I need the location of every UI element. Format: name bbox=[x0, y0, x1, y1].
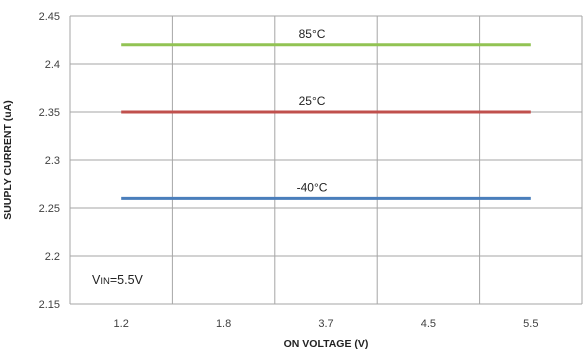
x-tick-label: 4.5 bbox=[421, 318, 436, 330]
series-label-2: -40°C bbox=[297, 180, 328, 194]
x-tick-label: 5.5 bbox=[523, 318, 538, 330]
y-tick-label: 2.15 bbox=[39, 299, 60, 311]
series-labels: 85°C 25°C -40°C bbox=[297, 27, 328, 195]
x-tick-labels: 1.2 1.8 3.7 4.5 5.5 bbox=[114, 318, 539, 330]
y-axis-title: SUUPLY CURRENT (uA) bbox=[2, 100, 14, 220]
x-tick-label: 3.7 bbox=[318, 318, 333, 330]
x-tick-label: 1.8 bbox=[216, 318, 231, 330]
annotation-suffix: =5.5V bbox=[110, 273, 144, 287]
annotation-prefix: V bbox=[92, 273, 101, 287]
y-tick-label: 2.4 bbox=[45, 59, 60, 71]
y-tick-labels: 2.15 2.2 2.25 2.3 2.35 2.4 2.45 bbox=[39, 11, 60, 311]
annotation-vin: VIN=5.5V bbox=[92, 273, 144, 287]
x-axis-title: ON VOLTAGE (V) bbox=[284, 338, 369, 350]
y-tick-label: 2.3 bbox=[45, 155, 60, 167]
gridlines bbox=[69, 15, 583, 305]
series-lines bbox=[121, 43, 531, 200]
series-label-1: 25°C bbox=[299, 94, 326, 108]
y-tick-label: 2.45 bbox=[39, 11, 60, 23]
y-tick-label: 2.35 bbox=[39, 107, 60, 119]
series-label-0: 85°C bbox=[299, 27, 326, 41]
x-tick-label: 1.2 bbox=[114, 318, 129, 330]
y-tick-label: 2.25 bbox=[39, 203, 60, 215]
annotation-subscript: IN bbox=[100, 276, 110, 287]
y-tick-label: 2.2 bbox=[45, 251, 60, 263]
